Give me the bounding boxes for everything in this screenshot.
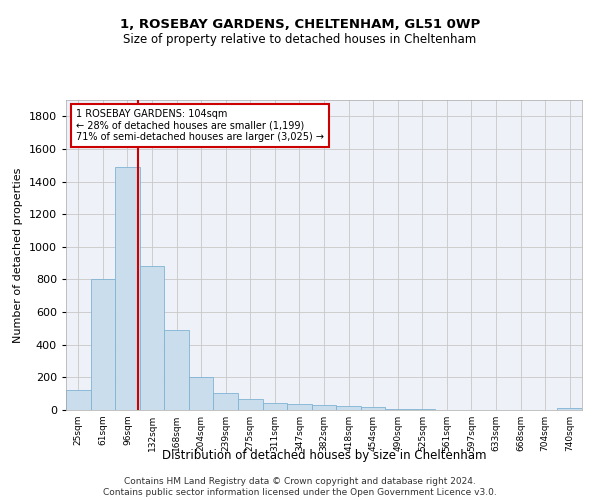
Text: Distribution of detached houses by size in Cheltenham: Distribution of detached houses by size …: [162, 448, 486, 462]
Bar: [263, 402, 287, 410]
Bar: [287, 404, 312, 410]
Bar: [214, 393, 238, 410]
Bar: [361, 407, 385, 410]
Bar: [140, 266, 164, 410]
Bar: [312, 405, 336, 410]
Bar: [66, 390, 91, 410]
Text: Contains public sector information licensed under the Open Government Licence v3: Contains public sector information licen…: [103, 488, 497, 497]
Text: Contains HM Land Registry data © Crown copyright and database right 2024.: Contains HM Land Registry data © Crown c…: [124, 476, 476, 486]
Y-axis label: Number of detached properties: Number of detached properties: [13, 168, 23, 342]
Bar: [410, 409, 434, 410]
Text: 1, ROSEBAY GARDENS, CHELTENHAM, GL51 0WP: 1, ROSEBAY GARDENS, CHELTENHAM, GL51 0WP: [120, 18, 480, 30]
Bar: [164, 330, 189, 410]
Bar: [557, 408, 582, 410]
Text: 1 ROSEBAY GARDENS: 104sqm
← 28% of detached houses are smaller (1,199)
71% of se: 1 ROSEBAY GARDENS: 104sqm ← 28% of detac…: [76, 110, 325, 142]
Bar: [238, 400, 263, 410]
Bar: [115, 167, 140, 410]
Bar: [189, 376, 214, 410]
Bar: [385, 408, 410, 410]
Bar: [91, 280, 115, 410]
Text: Size of property relative to detached houses in Cheltenham: Size of property relative to detached ho…: [124, 32, 476, 46]
Bar: [336, 406, 361, 410]
